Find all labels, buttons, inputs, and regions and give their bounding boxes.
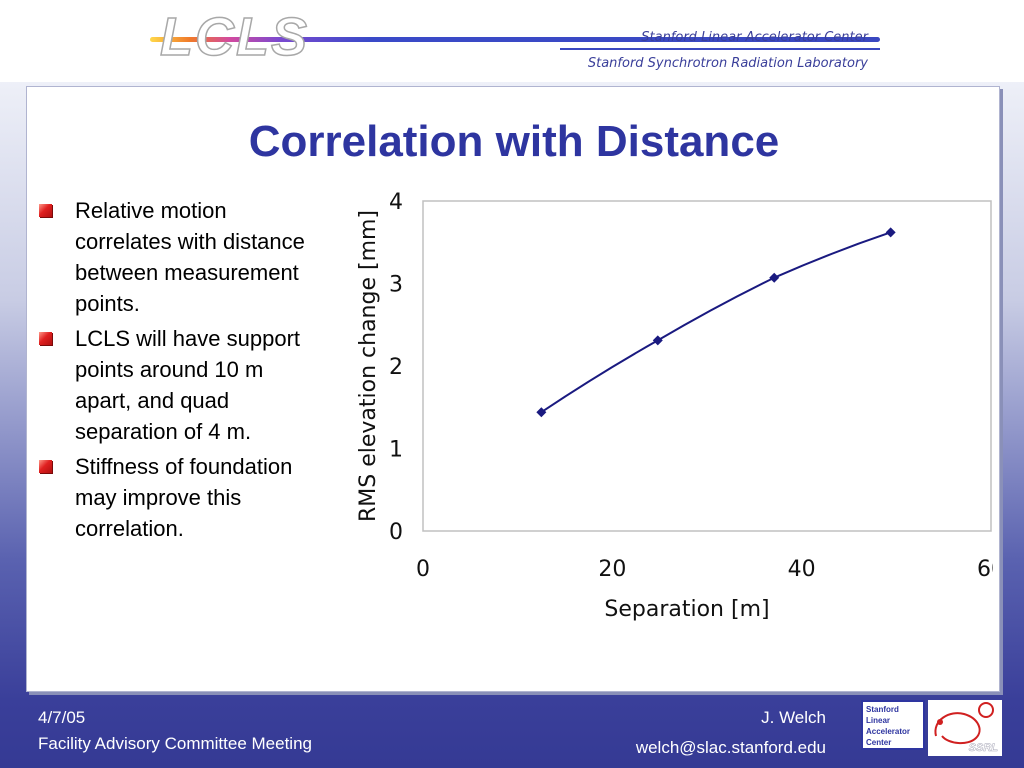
bullet-item: LCLS will have support points around 10 … (37, 323, 307, 447)
ssrl-ring-icon (934, 702, 994, 744)
bullet-square-icon (39, 460, 52, 473)
x-axis-label: Separation [m] (604, 597, 769, 622)
footer-meeting: Facility Advisory Committee Meeting (38, 734, 312, 753)
slac-logo-line: Linear (866, 716, 891, 725)
logo-underline (560, 48, 880, 50)
y-axis-label: RMS elevation change [mm] (356, 210, 381, 522)
footer-email: welch@slac.stanford.edu (635, 738, 826, 757)
bullet-item: Relative motion correlates with distance… (37, 195, 307, 319)
x-tick-label: 60 (977, 557, 993, 582)
y-tick-label: 3 (389, 273, 403, 298)
x-tick-label: 40 (788, 557, 816, 582)
org-name-slac: Stanford Linear Accelerator Center (641, 30, 868, 45)
slide-title: Correlation with Distance (248, 117, 780, 166)
series-line (540, 231, 891, 414)
data-point (885, 227, 896, 238)
data-point (536, 407, 547, 418)
ssrl-logo-text: SSRL (968, 742, 998, 755)
bullet-square-icon (39, 204, 52, 217)
y-tick-label: 1 (389, 438, 403, 463)
footer-date: 4/7/05 (38, 708, 86, 727)
x-tick-label: 0 (416, 557, 430, 582)
lcls-logo: LCLS (159, 6, 309, 68)
bullet-square-icon (39, 332, 52, 345)
plot-area (422, 200, 992, 532)
data-point (652, 335, 663, 346)
data-point (769, 272, 780, 283)
y-tick-label: 0 (389, 520, 403, 545)
slac-logo-line: Accelerator (866, 727, 911, 736)
bullet-text: Relative motion correlates with distance… (75, 198, 305, 316)
logo-rainbow-line (150, 37, 880, 42)
slac-logo: Stanford Linear Accelerator Center (861, 700, 925, 750)
header-bar: LCLS Stanford Linear Accelerator Center … (0, 0, 1024, 82)
footer-author: J. Welch (761, 708, 826, 727)
slac-logo-line: Stanford (866, 705, 899, 714)
bullet-text: Stiffness of foundation may improve this… (75, 454, 293, 541)
bullet-list: Relative motion correlates with distance… (37, 195, 307, 548)
x-tick-label: 20 (598, 557, 626, 582)
separation-chart: 012340204060Separation [m]RMS elevation … (356, 190, 993, 622)
y-tick-label: 2 (389, 355, 403, 380)
y-tick-label: 4 (389, 190, 403, 215)
bullet-item: Stiffness of foundation may improve this… (37, 451, 307, 544)
bullet-text: LCLS will have support points around 10 … (75, 326, 301, 444)
slide-panel: Correlation with Distance Relative motio… (26, 86, 1000, 692)
org-name-ssrl: Stanford Synchrotron Radiation Laborator… (587, 56, 868, 71)
ssrl-logo: SSRL (928, 700, 1002, 756)
slac-logo-line: Center (866, 738, 892, 747)
